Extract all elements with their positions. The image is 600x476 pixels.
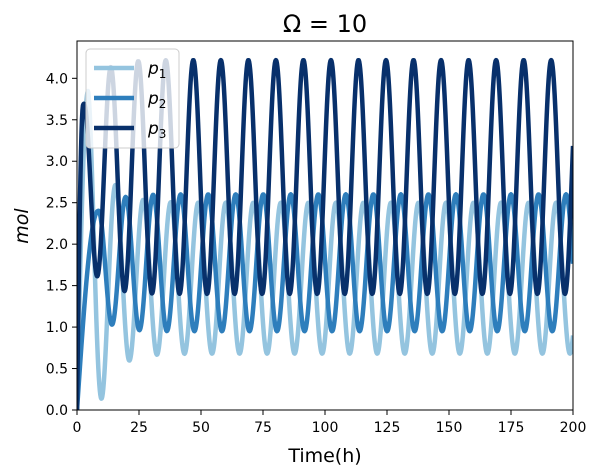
x-tick-label: 150: [436, 420, 463, 436]
legend: p1 p2 p3: [85, 48, 180, 149]
legend-label-p2: p2: [147, 89, 166, 111]
y-axis: 0.0 0.5 1.0 1.5 2.0 2.5 3.0 3.5 4.0: [46, 71, 77, 419]
chart-title: Ω = 10: [283, 10, 367, 38]
series-line-p3: [77, 57, 573, 410]
y-tick-label: 1.0: [46, 320, 68, 336]
y-tick-label: 2.0: [46, 237, 68, 253]
series-line-p1: [77, 88, 573, 410]
y-tick-label: 2.5: [46, 196, 68, 212]
x-tick-label: 100: [312, 420, 339, 436]
legend-label-p1: p1: [147, 59, 166, 81]
y-tick-label: 1.5: [46, 279, 68, 295]
y-tick-label: 3.0: [46, 154, 68, 170]
y-tick-label: 4.0: [46, 71, 68, 87]
y-axis-label: mol: [11, 208, 33, 244]
series-line-p2: [77, 192, 573, 410]
y-tick-label: 3.5: [46, 113, 68, 129]
series-layer: [77, 57, 573, 410]
y-tick-label: 0.5: [46, 362, 68, 378]
x-tick-label: 25: [130, 420, 148, 436]
y-tick-label: 0.0: [46, 403, 68, 419]
x-tick-label: 200: [560, 420, 587, 436]
x-tick-label: 75: [254, 420, 272, 436]
x-tick-label: 0: [73, 420, 82, 436]
legend-label-p3: p3: [147, 119, 166, 141]
x-axis-label: Time(h): [287, 445, 361, 467]
x-tick-label: 175: [498, 420, 525, 436]
x-tick-label: 125: [374, 420, 401, 436]
x-axis: 0 25 50 75 100 125 150 175 200: [73, 410, 587, 436]
x-tick-label: 50: [192, 420, 210, 436]
